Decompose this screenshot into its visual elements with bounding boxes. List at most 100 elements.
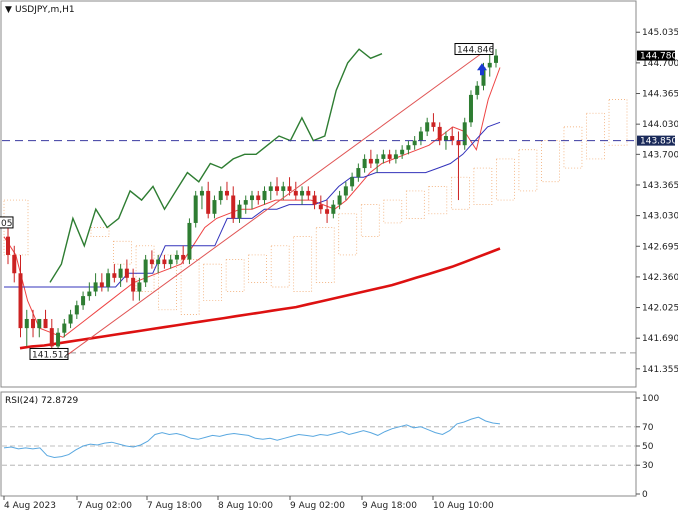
candle-body: [281, 186, 286, 191]
candle-body: [56, 332, 61, 347]
candle-body: [187, 222, 192, 260]
candle-body: [212, 200, 217, 214]
x-tick-label: 10 Aug 10:00: [433, 501, 494, 511]
candle-body: [31, 318, 36, 329]
current-price-label: 144.780: [640, 52, 677, 62]
x-axis: 4 Aug 2023 7 Aug 02:00 7 Aug 18:00 8 Aug 10…: [3, 496, 494, 511]
candle-body: [431, 122, 436, 127]
candle-body: [131, 277, 136, 292]
cloud-segment: [428, 186, 448, 215]
rsi-plot-frame: [0, 391, 637, 497]
low-label: 141.512: [32, 350, 69, 360]
candles: [6, 49, 498, 356]
candle-body: [400, 149, 405, 155]
candle-body: [6, 236, 10, 255]
y-tick-label: 143.365: [642, 181, 678, 191]
x-tick-label: 8 Aug 10:00: [218, 501, 273, 511]
candle-body: [325, 209, 330, 214]
y-axis: 145.035 144.700 144.365 144.030 143.700 143.3…: [636, 28, 678, 375]
candle-body: [406, 145, 411, 150]
candle-body: [49, 328, 54, 347]
candle-body: [481, 67, 486, 86]
cloud-segment: [135, 245, 155, 292]
candle-body: [262, 190, 267, 201]
candle-body: [156, 259, 161, 265]
candle-body: [437, 126, 442, 141]
left-partial-label: 05: [1, 219, 12, 229]
low-label-box: [29, 347, 69, 360]
candle-body: [43, 318, 48, 329]
candle-body: [181, 254, 186, 260]
candle-body: [250, 195, 254, 201]
candle-body: [224, 190, 229, 196]
candle-body: [375, 158, 380, 164]
candle-body: [81, 296, 86, 306]
ichimoku-cloud: [3, 99, 628, 315]
cloud-segment: [113, 240, 132, 265]
y-tick-label: 141.690: [642, 334, 678, 344]
candle-body: [62, 323, 67, 333]
candle-body: [356, 168, 361, 178]
candle-body: [168, 259, 173, 265]
candle-body: [256, 195, 261, 201]
candle-body: [475, 85, 480, 95]
candle-body: [193, 195, 198, 223]
y-tick-label: 142.360: [642, 273, 678, 283]
y-tick-label: 144.700: [642, 59, 678, 69]
cloud-segment: [225, 259, 245, 292]
candle-body: [300, 190, 305, 196]
candle-body: [393, 154, 398, 159]
cloud-segment: [586, 112, 605, 160]
cloud-segment: [203, 263, 222, 302]
candle-body: [331, 204, 336, 214]
level-price-box: [637, 135, 675, 146]
cloud-segment: [315, 227, 335, 283]
candle-body: [87, 291, 92, 297]
candle-body: [143, 259, 148, 283]
rsi-line: [3, 416, 501, 459]
candle-body: [381, 154, 386, 159]
cloud-segment: [496, 158, 515, 201]
kijun-line: [4, 121, 501, 288]
rsi-tick-label: 50: [642, 442, 654, 452]
cloud-segment: [90, 227, 110, 238]
symbol-caret[interactable]: ▼: [5, 5, 12, 15]
main-plot-frame: [0, 0, 637, 388]
candle-body: [425, 122, 430, 132]
candle-body: [343, 186, 348, 196]
cloud-segment: [541, 140, 560, 183]
candle-body: [37, 318, 42, 329]
left-partial-label-box: [0, 216, 14, 229]
candle-body: [106, 273, 111, 287]
candle-body: [275, 186, 280, 191]
y-tick-label: 143.700: [642, 150, 678, 160]
candle-body: [24, 318, 29, 329]
high-label-box: [454, 43, 494, 56]
cloud-segment: [518, 149, 538, 192]
candle-body: [206, 190, 211, 214]
current-price-box: [637, 50, 675, 61]
candle-body: [124, 268, 129, 278]
candle-body: [162, 259, 167, 265]
candle-body: [418, 131, 423, 141]
cloud-segment: [473, 167, 493, 205]
x-tick-label: 7 Aug 02:00: [77, 501, 132, 511]
rsi-tick-label: 70: [642, 423, 654, 433]
candle-body: [149, 259, 154, 265]
candle-body: [456, 140, 461, 146]
cloud-segment: [158, 254, 177, 311]
chikou-line: [49, 48, 383, 283]
cloud-segment: [293, 236, 313, 292]
trend-line[interactable]: [67, 49, 488, 355]
cloud-segment: [338, 213, 358, 256]
cloud-segment: [270, 245, 290, 288]
y-tick-label: 145.035: [642, 28, 678, 38]
rsi-tick-label: 30: [642, 461, 654, 471]
candle-body: [487, 62, 492, 68]
y-tick-label: 144.030: [642, 120, 678, 130]
candle-body: [218, 190, 223, 201]
candle-body: [368, 158, 373, 164]
chart-title: USDJPY,m,H1: [15, 5, 75, 15]
